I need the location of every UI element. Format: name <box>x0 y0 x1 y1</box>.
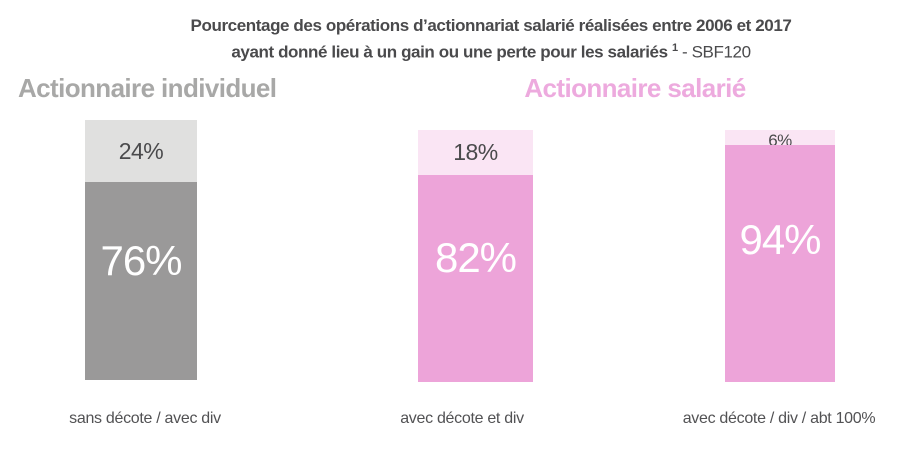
stacked-bar-sans-decote: 24% 76% <box>85 120 197 380</box>
bar-segment-perte: 6% <box>725 130 835 149</box>
bar-segment-gain: 94% <box>725 145 835 382</box>
perte-value-label: 24% <box>118 137 164 164</box>
bar-segment-perte: 24% <box>85 120 197 183</box>
perte-value-label: 18% <box>453 139 498 166</box>
bar-segment-gain: 76% <box>85 182 197 380</box>
gain-value-label: 76% <box>100 237 182 285</box>
stacked-bar-avec-decote-div-abt: 6% 94% <box>725 130 835 382</box>
gain-value-label: 82% <box>434 234 517 281</box>
group-heading-actionnaire-individuel: Actionnaire individuel <box>18 73 277 103</box>
category-label-sans-decote: sans décote / avec div <box>69 410 221 427</box>
category-label-avec-decote-div: avec décote et div <box>400 410 524 427</box>
chart-title-line1: Pourcentage des opérations d’actionnaria… <box>190 16 792 35</box>
bar-segment-gain: 82% <box>418 175 533 382</box>
perte-value-label: 6% <box>768 131 792 151</box>
chart-title-line2: ayant donné lieu à un gain ou une perte … <box>90 37 892 64</box>
footnote-marker: 1 <box>671 42 678 54</box>
chart-title-line2-bold: ayant donné lieu à un gain ou une perte … <box>231 42 668 62</box>
gain-value-label: 94% <box>739 215 821 263</box>
chart-title: Pourcentage des opérations d’actionnaria… <box>90 14 892 64</box>
category-label-avec-decote-div-abt: avec décote / div / abt 100% <box>682 410 876 427</box>
chart-title-index-suffix: - SBF120 <box>677 42 751 62</box>
bar-segment-perte: 18% <box>418 130 533 176</box>
group-heading-actionnaire-salarie: Actionnaire salarié <box>524 73 746 103</box>
stacked-bar-avec-decote-div: 18% 82% <box>418 130 533 382</box>
